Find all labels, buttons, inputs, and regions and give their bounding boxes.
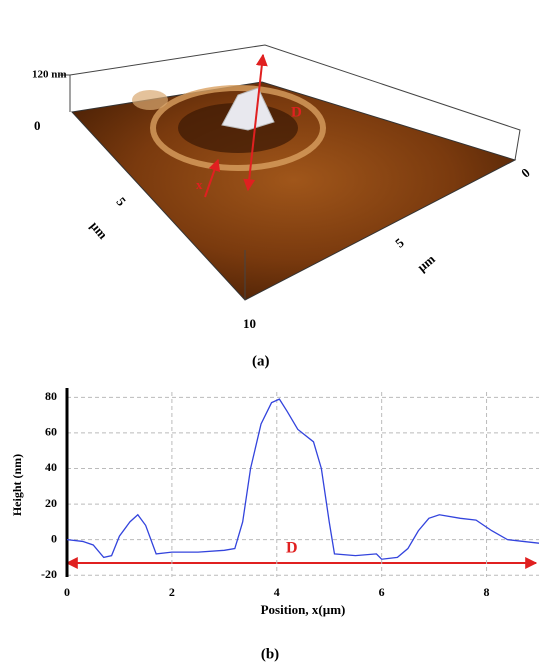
y-tick-label: -20 <box>41 567 57 581</box>
y-tick-label: 20 <box>45 496 57 510</box>
z-label: 120 nm <box>32 69 67 81</box>
axis-tick: 0 <box>518 165 533 181</box>
annotation: D <box>286 540 298 557</box>
y-tick-label: 80 <box>45 389 57 403</box>
arrow-label: x <box>196 177 203 192</box>
x-tick-label: 0 <box>64 585 70 599</box>
axis-tick: 5 <box>113 194 129 209</box>
axis-unit: µm <box>414 251 438 274</box>
x-tick-label: 8 <box>484 585 490 599</box>
z-label: 0 <box>34 118 41 133</box>
line-label: D <box>291 104 302 120</box>
y-tick-label: 60 <box>45 425 57 439</box>
afm-image: 120 nm 0 5 µm 10 5 µm 0 D x (a) <box>32 44 533 369</box>
x-axis-label: Position, x(µm) <box>261 602 346 617</box>
profile-line <box>66 398 539 560</box>
y-tick-label: 40 <box>45 460 57 474</box>
y-tick-label: 0 <box>51 531 57 545</box>
x-tick-label: 6 <box>379 585 385 599</box>
caption: (a) <box>252 353 270 369</box>
y-axis-label: Height (nm) <box>10 454 24 516</box>
x-tick-label: 4 <box>274 585 280 599</box>
axis-unit: µm <box>87 218 110 242</box>
x-tick-label: 2 <box>169 585 175 599</box>
caption: (b) <box>261 646 279 662</box>
axis-tick: 10 <box>243 316 256 331</box>
axis-tick: 5 <box>392 235 407 251</box>
